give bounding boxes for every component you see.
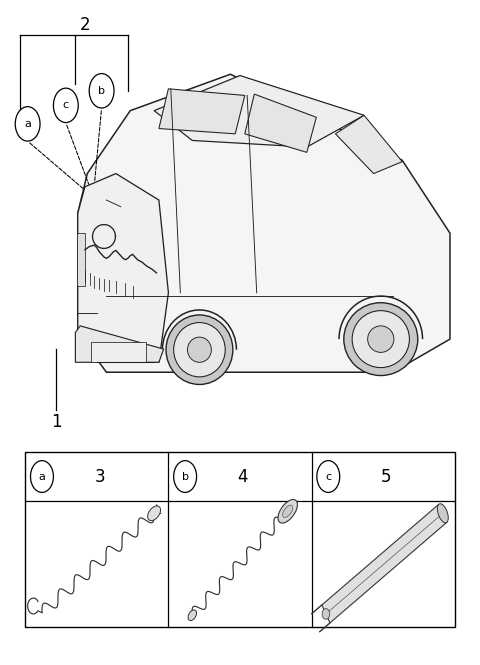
Circle shape <box>174 461 197 492</box>
Ellipse shape <box>148 506 161 521</box>
Polygon shape <box>75 326 164 362</box>
Text: c: c <box>63 100 69 110</box>
Polygon shape <box>154 76 364 147</box>
Ellipse shape <box>352 311 409 368</box>
Ellipse shape <box>166 315 233 384</box>
Circle shape <box>317 461 340 492</box>
Polygon shape <box>78 74 450 372</box>
Ellipse shape <box>283 505 293 517</box>
Ellipse shape <box>368 326 394 352</box>
Text: 2: 2 <box>80 15 90 33</box>
Text: 5: 5 <box>381 467 391 485</box>
Ellipse shape <box>188 610 196 620</box>
Polygon shape <box>245 94 316 152</box>
Bar <box>91 342 146 362</box>
Text: c: c <box>325 471 331 481</box>
Circle shape <box>322 608 330 619</box>
Bar <box>25 452 455 627</box>
Ellipse shape <box>344 303 418 376</box>
Polygon shape <box>336 115 402 174</box>
Circle shape <box>15 106 40 141</box>
Ellipse shape <box>188 337 211 362</box>
Text: 1: 1 <box>51 413 61 431</box>
Ellipse shape <box>437 504 448 523</box>
Ellipse shape <box>174 323 225 377</box>
Bar <box>77 233 85 286</box>
Polygon shape <box>78 174 168 362</box>
Text: a: a <box>38 471 46 481</box>
Text: b: b <box>98 86 105 96</box>
Text: 4: 4 <box>238 467 248 485</box>
Circle shape <box>89 74 114 108</box>
Polygon shape <box>159 89 245 134</box>
Text: b: b <box>181 471 189 481</box>
Circle shape <box>31 461 53 492</box>
Ellipse shape <box>278 499 298 523</box>
Text: 3: 3 <box>95 467 105 485</box>
Text: a: a <box>24 119 31 129</box>
Polygon shape <box>322 504 447 623</box>
Circle shape <box>53 88 78 122</box>
